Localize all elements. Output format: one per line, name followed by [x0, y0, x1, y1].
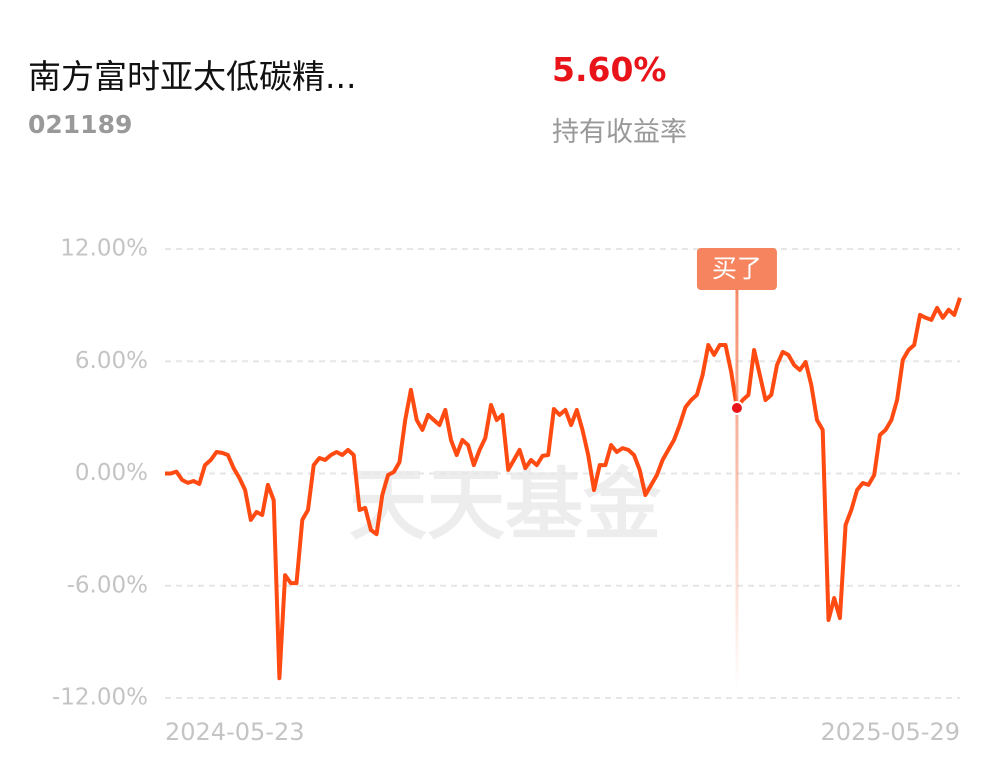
x-tick-label: 2025-05-29 [821, 718, 960, 746]
line [165, 297, 962, 681]
y-tick-label: -6.00% [67, 572, 148, 598]
fund-code: 021189 [28, 110, 133, 139]
y-tick-label: -12.00% [52, 685, 148, 711]
y-tick-label: 6.00% [75, 348, 148, 374]
annotation-box [696, 248, 777, 290]
y-tick-label: 12.00% [60, 236, 148, 262]
holding-return: 5.60% [552, 50, 667, 89]
watermark: 天天基金 [349, 460, 662, 550]
buy-point [729, 401, 744, 416]
marker-line [735, 270, 739, 690]
annotation-label: 买了 [712, 254, 762, 283]
fund-title: 南方富时亚太低碳精... [28, 57, 357, 96]
x-tick-label: 2024-05-23 [165, 718, 304, 746]
holding-return-label: 持有收益率 [552, 117, 687, 148]
y-tick-label: 0.00% [75, 460, 148, 486]
